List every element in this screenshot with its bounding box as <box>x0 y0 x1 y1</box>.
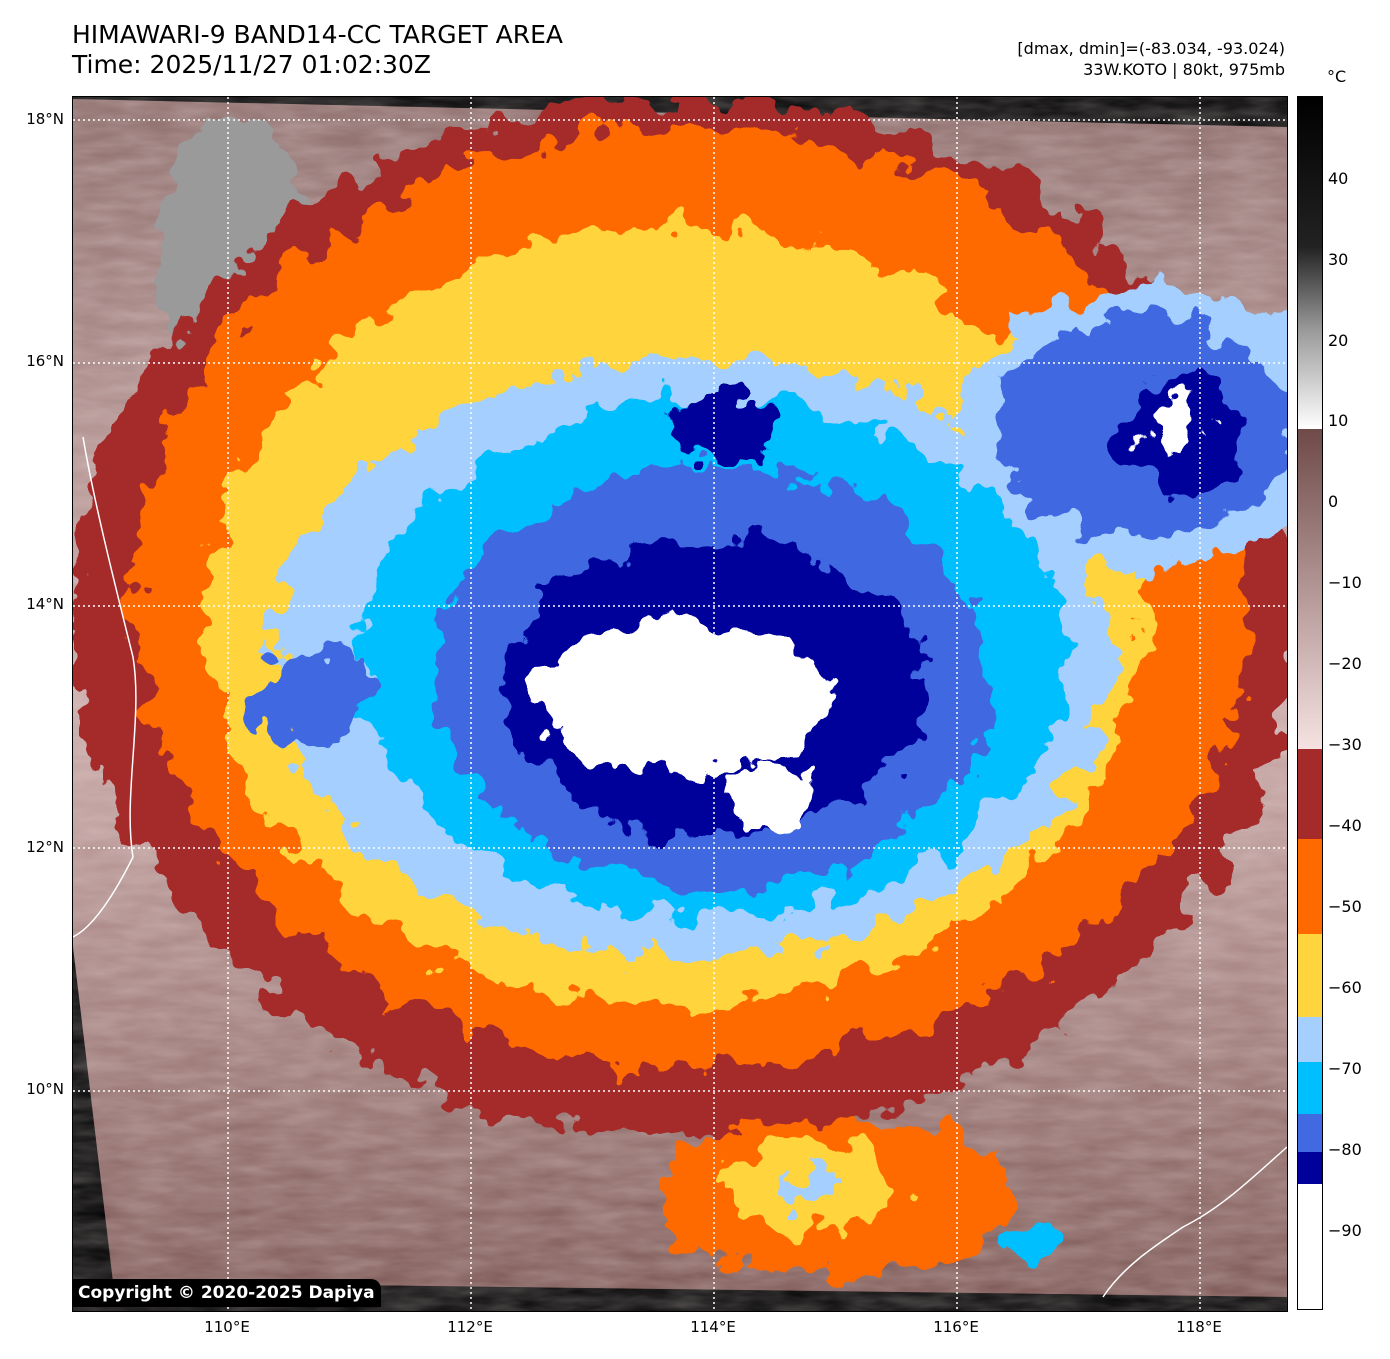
colorbar-svg <box>1298 97 1322 1309</box>
colorbar-unit: °C <box>1327 67 1347 86</box>
colorbar-tick-10: 10 <box>1328 411 1349 430</box>
grid-lines <box>73 97 1287 1311</box>
chart-title: HIMAWARI-9 BAND14-CC TARGET AREA Time: 2… <box>72 20 563 80</box>
storm-bands <box>73 97 1287 1277</box>
lon-label-116: 116°E <box>933 1318 979 1336</box>
colorbar-tick-m80: −80 <box>1328 1140 1362 1159</box>
range-text: [dmax, dmin]=(-83.034, -93.024) <box>1017 39 1285 58</box>
lat-label-16: 16°N <box>26 352 64 370</box>
lat-label-10: 10°N <box>26 1080 64 1098</box>
storm-info: [dmax, dmin]=(-83.034, -93.024) 33W.KOTO… <box>1017 38 1285 80</box>
storm-text: 33W.KOTO | 80kt, 975mb <box>1083 60 1285 79</box>
colorbar-tick-30: 30 <box>1328 250 1349 269</box>
satellite-image <box>72 96 1288 1312</box>
copyright-label: Copyright © 2020-2025 Dapiya <box>72 1279 381 1307</box>
lat-label-18: 18°N <box>26 110 64 128</box>
colorbar <box>1297 96 1323 1310</box>
colorbar-tick-40: 40 <box>1328 169 1349 188</box>
lon-label-110: 110°E <box>204 1318 250 1336</box>
coastline-palawan <box>1102 1146 1287 1298</box>
colorbar-tick-20: 20 <box>1328 331 1349 350</box>
colorbar-segment-brown <box>1298 429 1322 749</box>
colorbar-tick-m40: −40 <box>1328 816 1362 835</box>
colorbar-tick-m50: −50 <box>1328 897 1362 916</box>
colorbar-tick-m30: −30 <box>1328 735 1362 754</box>
colorbar-segment-blue <box>1298 1114 1322 1152</box>
colorbar-tick-m10: −10 <box>1328 573 1362 592</box>
lat-label-14: 14°N <box>26 595 64 613</box>
colorbar-segment-white <box>1298 1184 1322 1309</box>
colorbar-segment-cyan <box>1298 1062 1322 1114</box>
colorbar-tick-0: 0 <box>1328 492 1339 511</box>
colorbar-segment-lightblue <box>1298 1017 1322 1062</box>
title-line-1: HIMAWARI-9 BAND14-CC TARGET AREA <box>72 20 564 49</box>
colorbar-tick-m60: −60 <box>1328 978 1362 997</box>
lon-label-114: 114°E <box>690 1318 736 1336</box>
lat-label-12: 12°N <box>26 838 64 856</box>
lon-label-118: 118°E <box>1176 1318 1222 1336</box>
satellite-imagery-svg <box>73 97 1287 1311</box>
colorbar-tick-m20: −20 <box>1328 654 1362 673</box>
colorbar-segment-navy <box>1298 1152 1322 1184</box>
title-line-2: Time: 2025/11/27 01:02:30Z <box>72 50 431 79</box>
coastline-vietnam <box>73 436 137 938</box>
colorbar-tick-m90: −90 <box>1328 1221 1362 1240</box>
lon-label-112: 112°E <box>447 1318 493 1336</box>
colorbar-segment-orange <box>1298 839 1322 934</box>
colorbar-segment-gray <box>1298 97 1322 429</box>
colorbar-tick-m70: −70 <box>1328 1059 1362 1078</box>
colorbar-segment-yellow <box>1298 934 1322 1017</box>
colorbar-segment-darkred <box>1298 749 1322 839</box>
